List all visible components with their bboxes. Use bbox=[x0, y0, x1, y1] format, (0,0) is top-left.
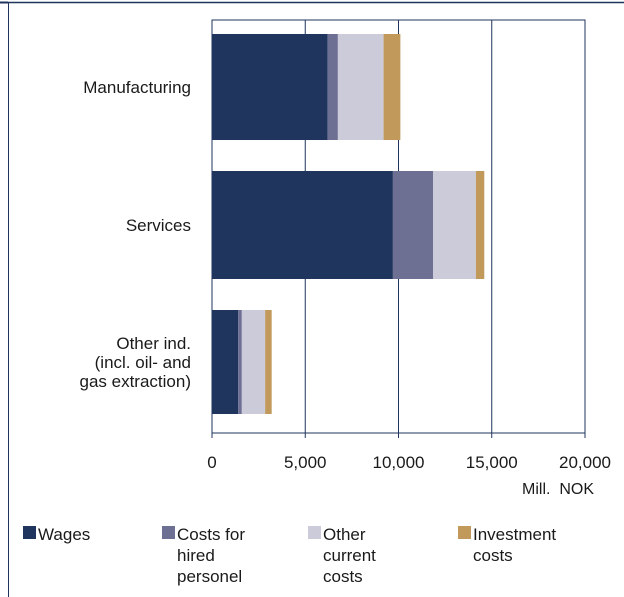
bar-segment bbox=[238, 310, 242, 414]
bars-group bbox=[212, 34, 485, 414]
x-tick-label: 5,000 bbox=[284, 453, 327, 472]
x-tick-labels: 0 5,000 10,000 15,000 20,000 bbox=[207, 453, 611, 472]
bar-segment bbox=[337, 34, 384, 140]
bar-segment bbox=[212, 171, 393, 279]
legend-label: Investment costs bbox=[473, 525, 556, 565]
legend-swatch bbox=[23, 526, 36, 539]
legend-swatch bbox=[162, 526, 175, 539]
bar-segment bbox=[212, 310, 239, 414]
legend-swatch bbox=[458, 526, 471, 539]
legend-swatch bbox=[308, 526, 321, 539]
bar-segment bbox=[433, 171, 476, 279]
bar-segment bbox=[383, 34, 401, 140]
category-label: Services bbox=[126, 216, 191, 235]
x-tick-label: 10,000 bbox=[373, 453, 425, 472]
category-label: Manufacturing bbox=[83, 78, 191, 97]
bar-segment bbox=[241, 310, 266, 414]
legend: Wages Costs for hired personel Other current c… bbox=[23, 525, 556, 586]
legend-label: Other current costs bbox=[323, 525, 376, 586]
x-axis-label: Mill. NOK bbox=[522, 481, 594, 498]
x-tick-label: 20,000 bbox=[559, 453, 611, 472]
x-tick-label: 0 bbox=[207, 453, 216, 472]
bar-segment bbox=[327, 34, 338, 140]
x-tick-label: 15,000 bbox=[466, 453, 518, 472]
bar-segment bbox=[475, 171, 485, 279]
category-label: Other ind. (incl. oil- and gas extraction) bbox=[80, 334, 192, 391]
legend-label: Wages bbox=[38, 525, 90, 544]
category-labels: Manufacturing Services Other ind. (incl. oi… bbox=[80, 78, 192, 391]
bar-segment bbox=[265, 310, 272, 414]
bar-segment bbox=[212, 34, 328, 140]
bar-segment bbox=[392, 171, 434, 279]
legend-label: Costs for hired personel bbox=[177, 525, 245, 586]
